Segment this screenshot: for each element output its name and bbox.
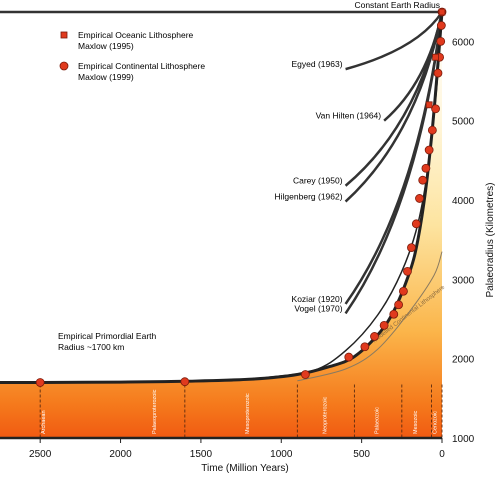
model-curve-line <box>345 11 444 71</box>
primordial-radius-label-line2: Radius ~1700 km <box>58 342 124 352</box>
primordial-radius-label: Empirical Primordial Earth <box>58 331 157 341</box>
y-tick-label: 4000 <box>452 196 475 207</box>
y-tick-label: 2000 <box>452 355 475 366</box>
model-curve-label: Koziar (1920) <box>292 294 343 304</box>
continental-data-point <box>379 320 389 330</box>
continental-data-point <box>418 175 428 185</box>
x-tick-label: 2500 <box>29 449 52 460</box>
model-curve-label: Carey (1950) <box>293 176 343 186</box>
oceanic-data-point <box>425 101 433 109</box>
legend-oceanic-source: Maxlow (1995) <box>78 41 134 51</box>
oceanic-data-point <box>432 53 439 61</box>
x-tick-label: 0 <box>439 449 445 460</box>
y-tick-label: 5000 <box>452 117 475 128</box>
legend: Empirical Oceanic Lithosphere Maxlow (19… <box>59 30 205 82</box>
y-tick-label: 3000 <box>452 275 475 286</box>
palaeoradius-area-fill <box>0 12 442 438</box>
y-tick-label: 1000 <box>452 434 475 445</box>
legend-continental-label: Empirical Continental Lithosphere <box>78 61 205 71</box>
model-curve-line <box>344 11 444 315</box>
continental-data-point <box>394 300 404 310</box>
continental-data-point <box>300 370 310 379</box>
continental-data-point <box>427 125 437 135</box>
model-curve-label: Vogel (1970) <box>294 303 342 313</box>
model-curve-label: Hilgenberg (1962) <box>275 192 343 202</box>
x-axis-title: Time (Million Years) <box>201 463 288 474</box>
legend-oceanic-marker <box>60 31 68 39</box>
continental-data-point <box>421 163 431 173</box>
continental-model-curve <box>297 251 443 382</box>
era-label: Mesoproterozoic <box>245 393 251 434</box>
era-label: Palaeozoic <box>375 407 381 434</box>
model-curve-labels: Egyed (1963) Van Hilten (1964) Carey (1950… <box>275 59 382 313</box>
model-curve-line <box>344 11 444 203</box>
x-tick-label: 1500 <box>190 449 213 460</box>
continental-data-point <box>344 352 354 362</box>
data-points <box>35 7 447 387</box>
era-label: Neoproterozoic <box>322 396 328 434</box>
continental-data-point <box>436 36 446 46</box>
oceanic-data-point <box>438 8 446 16</box>
continental-data-point <box>370 332 379 341</box>
continental-data-point <box>389 309 399 319</box>
model-curve-label: Van Hilten (1964) <box>316 111 382 121</box>
legend-oceanic-label: Empirical Oceanic Lithosphere <box>78 30 194 40</box>
continental-data-point <box>431 104 440 114</box>
era-labels: Archaean Palaeoproterozoic Mesoproterozoic… <box>41 389 438 434</box>
continental-data-point <box>35 378 45 387</box>
era-label: Cenozoic <box>432 411 438 434</box>
era-label: Archaean <box>41 410 47 434</box>
model-curve-label: Egyed (1963) <box>292 59 343 69</box>
y-axis-title: Palaeoradius (Kilometres) <box>485 182 496 297</box>
continental-data-point <box>433 68 443 78</box>
era-label: Palaeoproterozoic <box>152 389 158 434</box>
constant-earth-radius-label: Constant Earth Radius <box>354 0 440 10</box>
x-tick-label: 1000 <box>270 449 293 460</box>
legend-continental-source: Maxlow (1999) <box>78 72 134 82</box>
continental-data-point <box>436 21 446 30</box>
continental-data-point <box>424 145 434 155</box>
x-tick-label: 500 <box>353 449 370 460</box>
legend-continental-marker <box>59 61 69 71</box>
y-tick-label: 6000 <box>452 37 475 48</box>
empirical-radius-line <box>0 11 444 384</box>
era-dividers <box>39 384 443 438</box>
continental-data-point <box>399 286 408 296</box>
continental-data-point <box>403 267 412 276</box>
era-label: Mesozoic <box>413 411 419 434</box>
axis-ticks: 2500 2000 1500 1000 500 010002000300040005000… <box>29 37 475 460</box>
continental-data-point <box>360 342 370 352</box>
continental-data-point <box>180 377 190 387</box>
continental-data-point <box>411 219 421 229</box>
continental-data-point <box>415 194 424 203</box>
continental-data-point <box>407 243 416 253</box>
x-tick-label: 2000 <box>109 449 132 460</box>
